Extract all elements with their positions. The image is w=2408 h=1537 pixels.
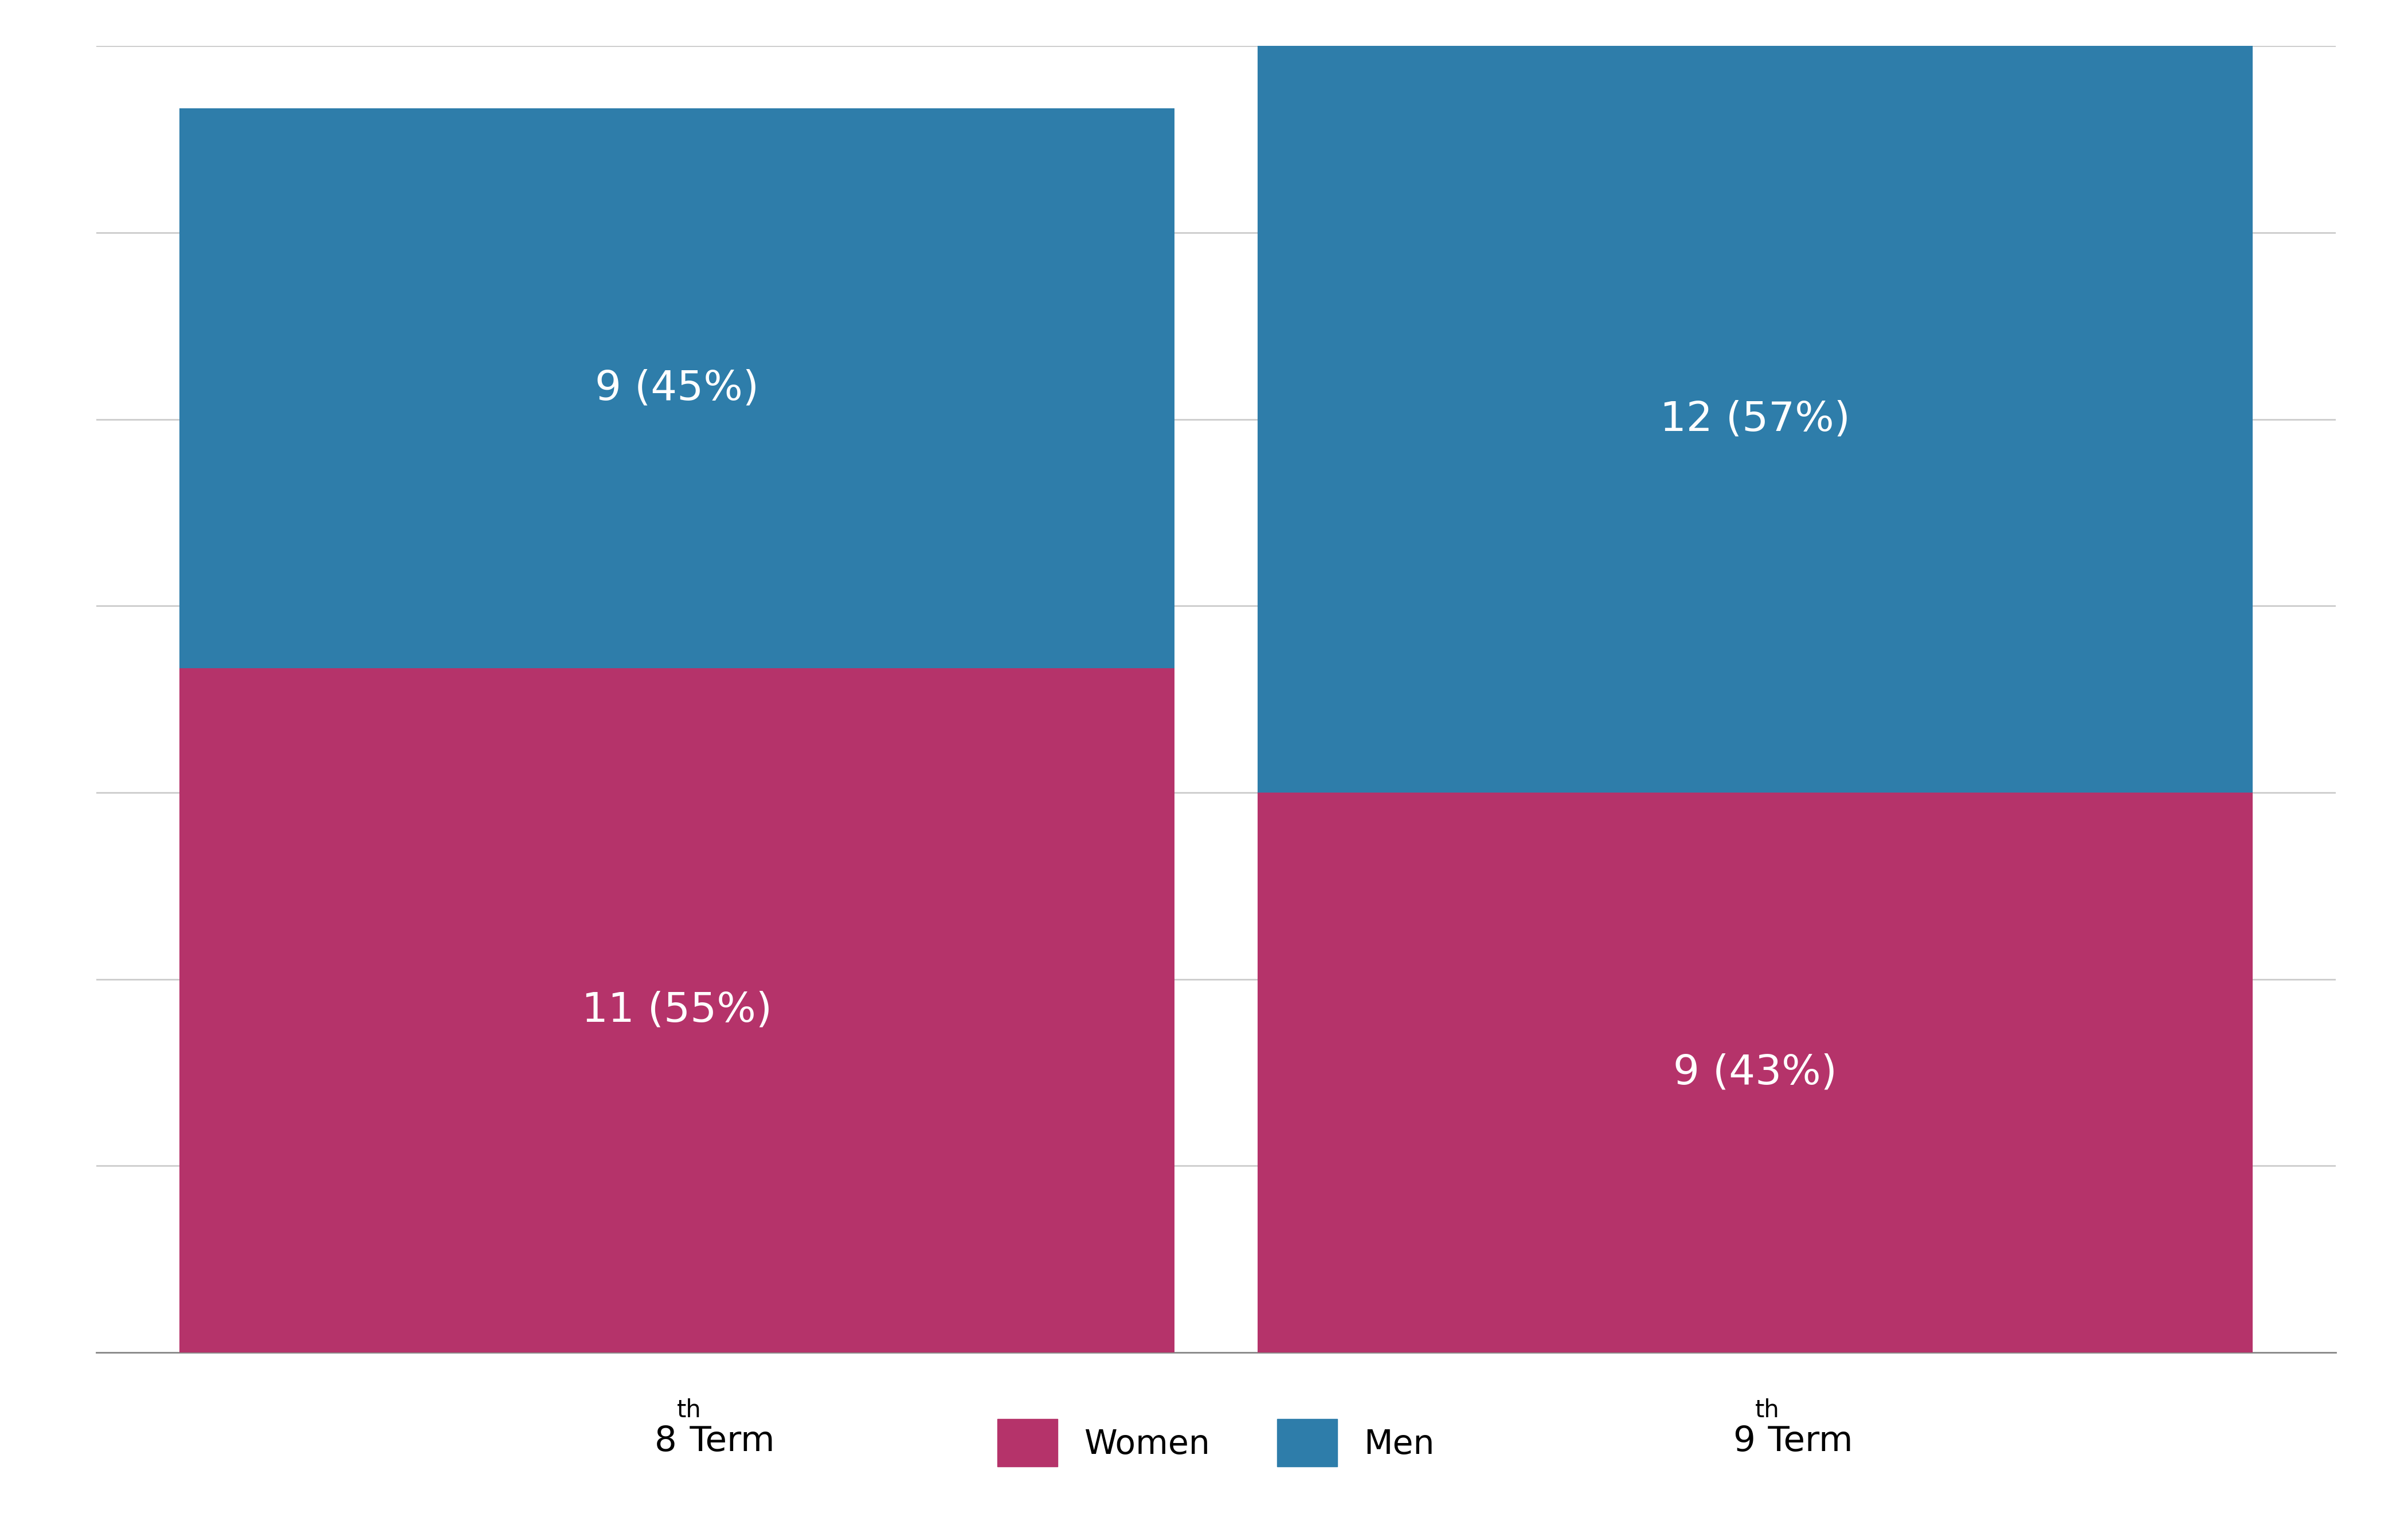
Bar	[1257, 793, 2254, 1353]
Legend: Women, Men: Women, Men	[997, 1419, 1435, 1466]
Text: 9 (45%): 9 (45%)	[595, 369, 759, 407]
Bar	[1257, 46, 2254, 793]
Text: th: th	[1755, 1399, 1780, 1422]
Text: 12 (57%): 12 (57%)	[1659, 400, 1849, 440]
Text: Term: Term	[1758, 1425, 1852, 1459]
Text: 9: 9	[1734, 1425, 1755, 1459]
Text: 9 (43%): 9 (43%)	[1674, 1053, 1837, 1093]
Text: Term: Term	[679, 1425, 775, 1459]
Text: 11 (55%): 11 (55%)	[583, 991, 773, 1030]
Text: th: th	[677, 1399, 701, 1422]
Text: 8: 8	[655, 1425, 677, 1459]
Bar	[178, 108, 1175, 669]
Bar	[178, 669, 1175, 1353]
